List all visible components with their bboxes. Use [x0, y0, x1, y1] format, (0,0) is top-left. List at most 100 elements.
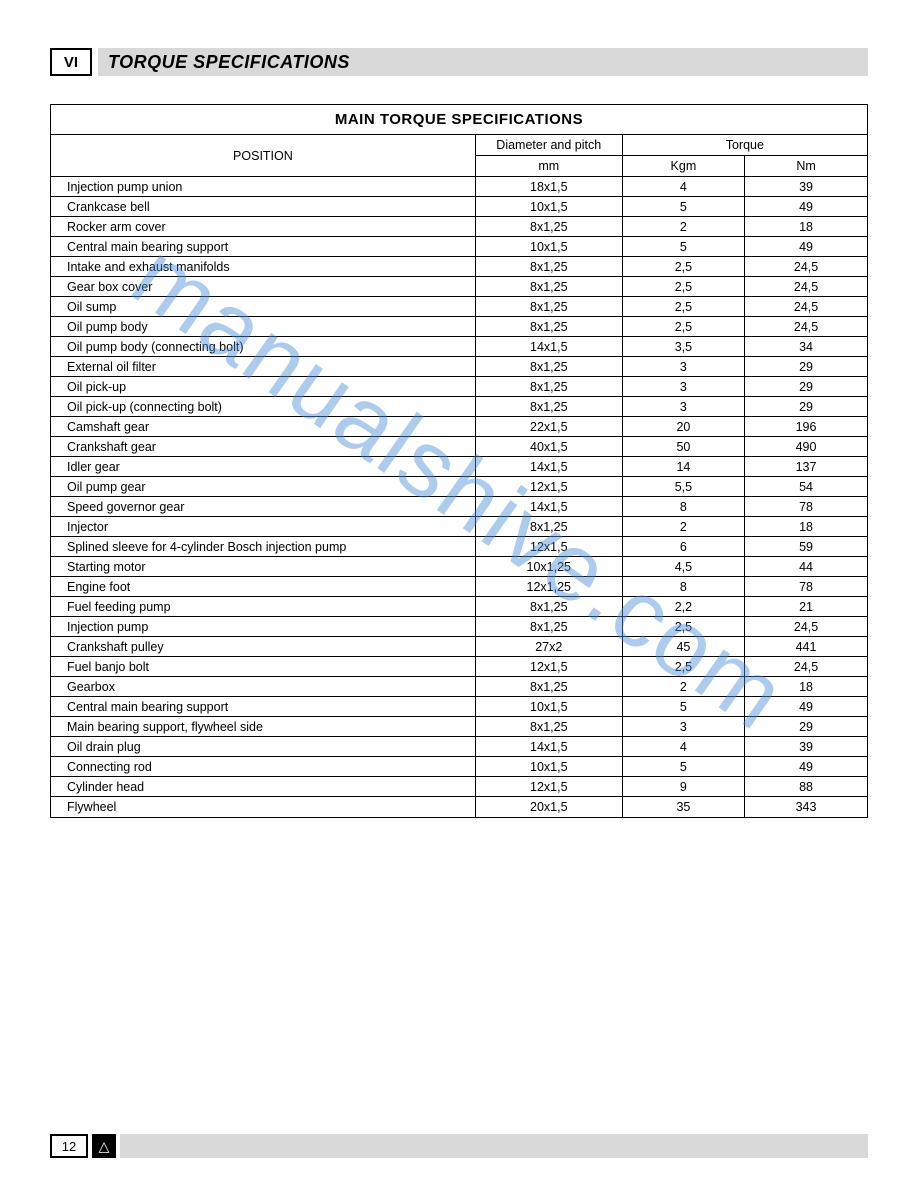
cell-nm: 49	[745, 757, 867, 777]
cell-nm: 24,5	[745, 297, 867, 317]
cell-kgm: 3	[622, 397, 744, 417]
cell-position: Engine foot	[51, 577, 475, 597]
table-row: Fuel banjo bolt12x1,52,524,5	[51, 657, 867, 677]
cell-diameter: 14x1,5	[475, 497, 622, 517]
cell-kgm: 2	[622, 677, 744, 697]
cell-nm: 49	[745, 697, 867, 717]
section-number-chip: VI	[50, 48, 92, 76]
cell-nm: 24,5	[745, 617, 867, 637]
cell-diameter: 8x1,25	[475, 357, 622, 377]
cell-nm: 24,5	[745, 317, 867, 337]
cell-nm: 18	[745, 517, 867, 537]
cell-kgm: 2,5	[622, 317, 744, 337]
cell-kgm: 2,5	[622, 257, 744, 277]
table-row: Central main bearing support10x1,5549	[51, 697, 867, 717]
cell-kgm: 50	[622, 437, 744, 457]
cell-kgm: 14	[622, 457, 744, 477]
table-row: Oil pump body8x1,252,524,5	[51, 317, 867, 337]
cell-nm: 78	[745, 497, 867, 517]
cell-kgm: 3,5	[622, 337, 744, 357]
cell-kgm: 35	[622, 797, 744, 817]
page: VI TORQUE SPECIFICATIONS MAIN TORQUE SPE…	[0, 0, 918, 818]
cell-diameter: 8x1,25	[475, 597, 622, 617]
torque-table: POSITION Diameter and pitch Torque mm Kg…	[51, 135, 867, 817]
cell-position: Injection pump union	[51, 177, 475, 197]
cell-kgm: 8	[622, 497, 744, 517]
table-row: Rocker arm cover8x1,25218	[51, 217, 867, 237]
cell-kgm: 2	[622, 217, 744, 237]
cell-position: Central main bearing support	[51, 237, 475, 257]
cell-nm: 49	[745, 197, 867, 217]
table-body: Injection pump union18x1,5439Crankcase b…	[51, 177, 867, 817]
table-row: Speed governor gear14x1,5878	[51, 497, 867, 517]
cell-nm: 24,5	[745, 277, 867, 297]
table-row: Oil pump gear12x1,55,554	[51, 477, 867, 497]
cell-nm: 490	[745, 437, 867, 457]
cell-nm: 29	[745, 717, 867, 737]
cell-nm: 59	[745, 537, 867, 557]
cell-kgm: 3	[622, 377, 744, 397]
cell-diameter: 20x1,5	[475, 797, 622, 817]
cell-kgm: 5	[622, 757, 744, 777]
cell-position: Oil pick-up (connecting bolt)	[51, 397, 475, 417]
page-number: 12	[50, 1134, 88, 1158]
cell-nm: 39	[745, 177, 867, 197]
cell-position: Starting motor	[51, 557, 475, 577]
cell-position: Oil sump	[51, 297, 475, 317]
table-row: Crankshaft pulley27x245441	[51, 637, 867, 657]
cell-diameter: 12x1,5	[475, 657, 622, 677]
table-row: Oil pick-up (connecting bolt)8x1,25329	[51, 397, 867, 417]
cell-nm: 88	[745, 777, 867, 797]
footer-logo-icon: △	[92, 1134, 116, 1158]
table-row: Starting motor10x1,254,544	[51, 557, 867, 577]
cell-kgm: 2	[622, 517, 744, 537]
cell-nm: 137	[745, 457, 867, 477]
cell-diameter: 22x1,5	[475, 417, 622, 437]
cell-kgm: 3	[622, 717, 744, 737]
cell-kgm: 5	[622, 697, 744, 717]
cell-nm: 54	[745, 477, 867, 497]
cell-diameter: 12x1,5	[475, 777, 622, 797]
cell-position: Oil drain plug	[51, 737, 475, 757]
header-diameter-1: Diameter and pitch	[475, 135, 622, 156]
cell-diameter: 8x1,25	[475, 397, 622, 417]
table-row: Flywheel20x1,535343	[51, 797, 867, 817]
cell-kgm: 2,2	[622, 597, 744, 617]
table-row: Crankshaft gear40x1,550490	[51, 437, 867, 457]
cell-position: Rocker arm cover	[51, 217, 475, 237]
table-title: MAIN TORQUE SPECIFICATIONS	[51, 105, 867, 135]
cell-nm: 24,5	[745, 257, 867, 277]
section-title-bar: TORQUE SPECIFICATIONS	[98, 48, 868, 76]
cell-position: Crankshaft pulley	[51, 637, 475, 657]
cell-nm: 343	[745, 797, 867, 817]
cell-position: Crankcase bell	[51, 197, 475, 217]
cell-diameter: 8x1,25	[475, 277, 622, 297]
cell-position: Cylinder head	[51, 777, 475, 797]
cell-kgm: 8	[622, 577, 744, 597]
cell-diameter: 8x1,25	[475, 517, 622, 537]
table-row: Fuel feeding pump8x1,252,221	[51, 597, 867, 617]
cell-kgm: 2,5	[622, 657, 744, 677]
cell-diameter: 8x1,25	[475, 377, 622, 397]
header-torque: Torque	[622, 135, 867, 156]
cell-position: Idler gear	[51, 457, 475, 477]
cell-position: Injection pump	[51, 617, 475, 637]
table-row: Intake and exhaust manifolds8x1,252,524,…	[51, 257, 867, 277]
cell-diameter: 10x1,25	[475, 557, 622, 577]
cell-nm: 29	[745, 357, 867, 377]
cell-nm: 34	[745, 337, 867, 357]
cell-position: Injector	[51, 517, 475, 537]
cell-kgm: 2,5	[622, 297, 744, 317]
cell-position: Fuel feeding pump	[51, 597, 475, 617]
header-position: POSITION	[51, 135, 475, 177]
cell-diameter: 10x1,5	[475, 697, 622, 717]
cell-kgm: 6	[622, 537, 744, 557]
cell-nm: 24,5	[745, 657, 867, 677]
table-row: Engine foot12x1,25878	[51, 577, 867, 597]
cell-diameter: 18x1,5	[475, 177, 622, 197]
cell-diameter: 8x1,25	[475, 317, 622, 337]
table-row: Central main bearing support10x1,5549	[51, 237, 867, 257]
cell-nm: 49	[745, 237, 867, 257]
cell-position: Oil pump gear	[51, 477, 475, 497]
cell-position: Oil pump body (connecting bolt)	[51, 337, 475, 357]
